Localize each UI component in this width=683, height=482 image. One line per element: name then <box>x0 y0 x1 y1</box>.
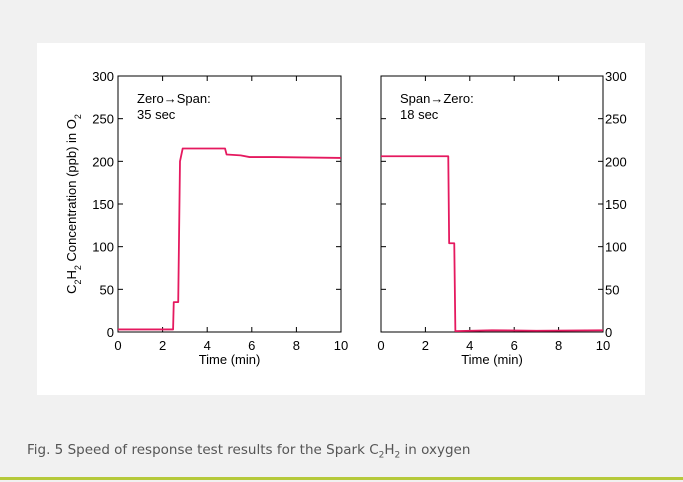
caption: Fig. 5 Speed of response test results fo… <box>27 442 470 461</box>
y-tick-label: 50 <box>100 282 114 297</box>
y-tick-label: 300 <box>92 69 114 84</box>
x-tick-label: 8 <box>555 338 562 353</box>
x-tick-label: 10 <box>334 338 348 353</box>
y-tick-label: 250 <box>92 112 114 127</box>
y-tick-label: 200 <box>605 154 627 169</box>
y-axis-label-part: C <box>64 285 79 294</box>
y-axis-label-part: 2 <box>73 279 83 284</box>
x-tick-label: 4 <box>204 338 211 353</box>
y-tick-label: 100 <box>605 240 627 255</box>
y-tick-label: 200 <box>92 154 114 169</box>
data-line <box>381 155 604 333</box>
x-tick-label: 10 <box>596 338 610 353</box>
data-line <box>118 147 342 331</box>
x-tick-label: 0 <box>114 338 121 353</box>
caption-part: H <box>384 442 395 458</box>
annotation: 35 sec <box>137 107 176 122</box>
divider <box>0 477 683 480</box>
y-tick-label: 150 <box>605 197 627 212</box>
y-tick-label: 250 <box>605 112 627 127</box>
x-axis-label: Time (min) <box>461 352 523 367</box>
annotation: 18 sec <box>400 107 439 122</box>
y-tick-label: 100 <box>92 240 114 255</box>
x-tick-label: 2 <box>422 338 429 353</box>
y-tick-label: 0 <box>107 325 114 340</box>
x-axis-label: Time (min) <box>199 352 261 367</box>
x-tick-label: 6 <box>511 338 518 353</box>
y-axis-label: C2H2 Concentration (ppb) in O2 <box>64 114 83 294</box>
x-tick-label: 2 <box>159 338 166 353</box>
x-tick-label: 8 <box>293 338 300 353</box>
y-tick-label: 0 <box>605 325 612 340</box>
y-axis-label-part: H <box>64 270 79 279</box>
annotation: Zero→Span: <box>137 91 211 106</box>
x-tick-label: 6 <box>248 338 255 353</box>
y-axis-label-part: 2 <box>73 265 83 270</box>
annotation: Span→Zero: <box>400 91 474 106</box>
caption-part: in oxygen <box>400 442 471 458</box>
y-tick-label: 300 <box>605 69 627 84</box>
caption-part: 2 <box>378 450 385 461</box>
caption-part: Fig. 5 Speed of response test results fo… <box>27 442 379 458</box>
caption-part: 2 <box>394 450 401 461</box>
x-tick-label: 0 <box>377 338 384 353</box>
y-axis-label-part: 2 <box>73 114 83 119</box>
y-axis-label-part: Concentration (ppb) in O <box>64 119 79 265</box>
y-tick-label: 50 <box>605 282 619 297</box>
y-tick-label: 150 <box>92 197 114 212</box>
figure-card: 0 2 4 6 8 10 0 50 100 150 200 250 300 Time (min) C2H2 … <box>37 43 645 395</box>
x-tick-label: 4 <box>466 338 473 353</box>
